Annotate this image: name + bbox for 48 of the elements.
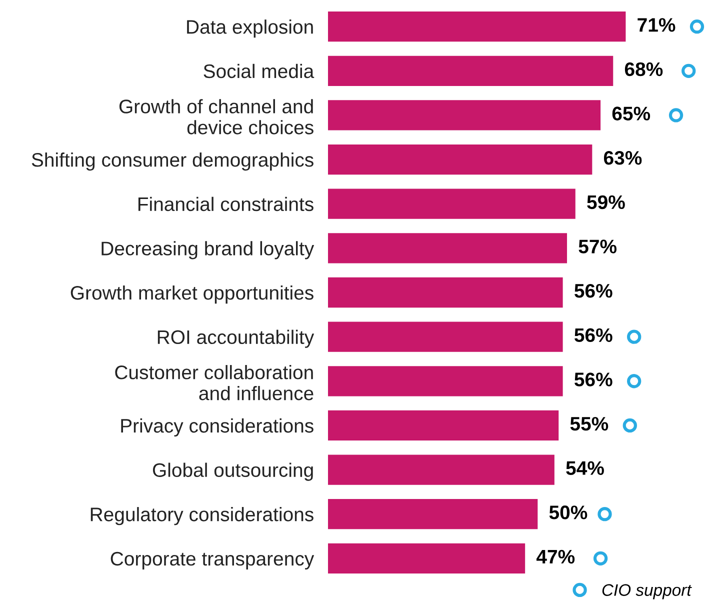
point (627, 374, 642, 388)
bar (328, 56, 614, 86)
data-label: 65% (612, 106, 650, 120)
y-tick-label: ROI accountability (158, 330, 314, 348)
data-label: 57% (578, 240, 617, 254)
legend-label: CIO support (602, 584, 692, 600)
data-label: 54% (566, 461, 604, 475)
point (598, 507, 612, 522)
y-tick-label: Data explosion (187, 20, 313, 38)
y-tick-label: Shifting consumer demographics (32, 152, 314, 171)
y-tick-label: Corporate transparency (110, 552, 314, 570)
bar (328, 410, 559, 441)
point (593, 551, 608, 566)
point (682, 64, 696, 78)
data-label: 71% (638, 18, 676, 32)
point (690, 20, 704, 34)
bar (328, 322, 563, 352)
y-tick-label: Privacy considerations (121, 418, 314, 437)
bar (328, 12, 626, 42)
bar (328, 454, 554, 485)
y-tick-label: Growth market opportunities (70, 285, 314, 304)
data-label: 56% (574, 372, 612, 386)
bar (328, 277, 563, 308)
y-tick-label: Social media (204, 64, 314, 78)
bar (328, 144, 592, 175)
data-label: 55% (570, 416, 608, 431)
bar (328, 100, 601, 130)
point (622, 418, 637, 433)
y-tick-label: Global outsourcing (152, 462, 313, 481)
y-tick-label: Customer collaboration and influence (115, 365, 314, 400)
bar (328, 233, 568, 264)
point (668, 108, 684, 122)
data-label: 56% (574, 328, 612, 342)
bar (328, 188, 576, 219)
point (627, 330, 642, 344)
y-tick-label: Financial constraints (138, 196, 314, 212)
bar (328, 499, 538, 530)
bar (328, 366, 563, 396)
data-label: 59% (587, 195, 625, 210)
y-tick-label: Growth of channel and device choices (119, 99, 314, 134)
bar (328, 543, 526, 574)
data-label: 56% (574, 284, 612, 298)
y-tick-label: Regulatory considerations (90, 507, 314, 526)
data-label: 47% (536, 550, 575, 564)
data-label: 68% (624, 62, 663, 76)
data-label: 63% (604, 150, 642, 165)
y-tick-label: Decreasing brand loyalty (102, 241, 314, 260)
data-label: 50% (549, 506, 588, 520)
